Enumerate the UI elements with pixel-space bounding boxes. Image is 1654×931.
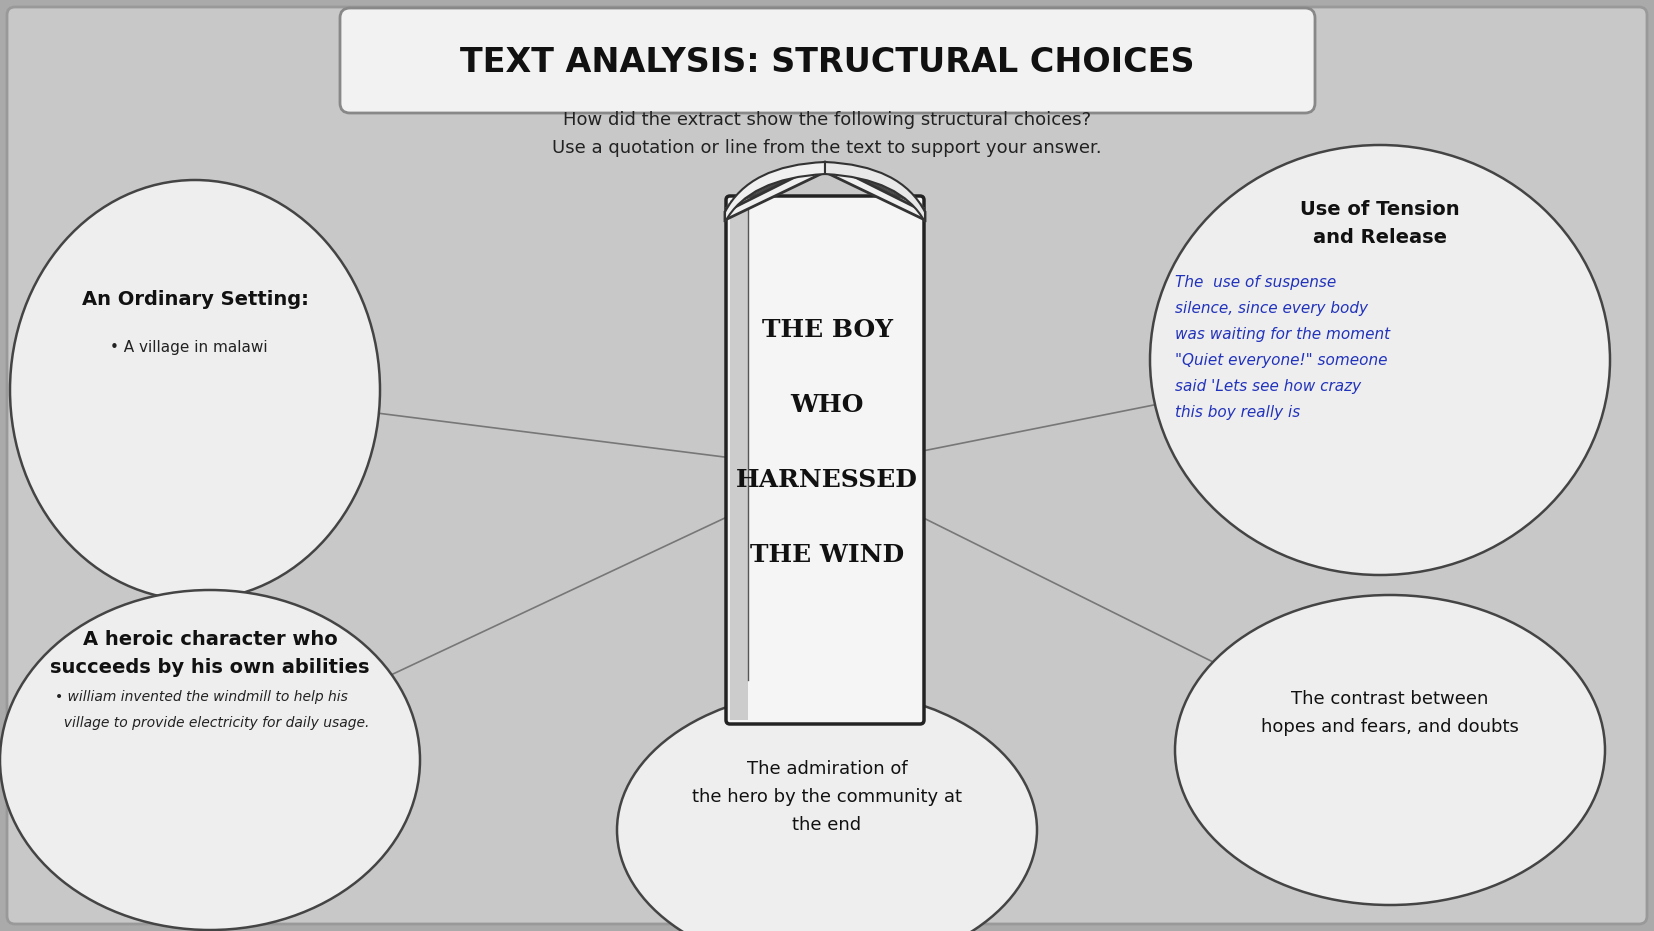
Text: • A village in malawi: • A village in malawi — [111, 340, 268, 355]
Text: • william invented the windmill to help his: • william invented the windmill to help … — [55, 690, 347, 704]
Text: and Release: and Release — [1313, 228, 1447, 247]
Text: A heroic character who: A heroic character who — [83, 630, 337, 649]
Text: hopes and fears, and doubts: hopes and fears, and doubts — [1260, 718, 1518, 736]
Text: the end: the end — [792, 816, 862, 834]
Text: How did the extract show the following structural choices?: How did the extract show the following s… — [562, 111, 1092, 129]
Text: this boy really is: this boy really is — [1174, 405, 1300, 420]
Text: THE WIND: THE WIND — [749, 543, 905, 567]
Text: WHO: WHO — [791, 393, 863, 417]
Ellipse shape — [617, 690, 1037, 931]
Text: the hero by the community at: the hero by the community at — [691, 788, 963, 806]
Text: silence, since every body: silence, since every body — [1174, 301, 1368, 316]
Text: TEXT ANALYSIS: STRUCTURAL CHOICES: TEXT ANALYSIS: STRUCTURAL CHOICES — [460, 46, 1194, 78]
Ellipse shape — [1174, 595, 1604, 905]
FancyBboxPatch shape — [729, 200, 748, 720]
Text: The  use of suspense: The use of suspense — [1174, 275, 1336, 290]
Text: Use a quotation or line from the text to support your answer.: Use a quotation or line from the text to… — [552, 139, 1102, 157]
Ellipse shape — [0, 590, 420, 930]
Text: Use of Tension: Use of Tension — [1300, 200, 1460, 219]
Text: HARNESSED: HARNESSED — [736, 468, 918, 492]
Text: The contrast between: The contrast between — [1292, 690, 1489, 708]
Text: The admiration of: The admiration of — [746, 760, 908, 778]
PathPatch shape — [724, 162, 825, 222]
Text: was waiting for the moment: was waiting for the moment — [1174, 327, 1389, 342]
Text: THE BOY: THE BOY — [761, 318, 893, 342]
Text: said 'Lets see how crazy: said 'Lets see how crazy — [1174, 379, 1361, 394]
Text: "Quiet everyone!" someone: "Quiet everyone!" someone — [1174, 353, 1388, 368]
FancyBboxPatch shape — [726, 196, 925, 724]
FancyBboxPatch shape — [341, 8, 1315, 113]
Polygon shape — [724, 162, 925, 220]
Ellipse shape — [10, 180, 380, 600]
Text: An Ordinary Setting:: An Ordinary Setting: — [81, 290, 308, 309]
Text: succeeds by his own abilities: succeeds by his own abilities — [50, 658, 370, 677]
Ellipse shape — [1150, 145, 1609, 575]
FancyBboxPatch shape — [7, 7, 1647, 924]
PathPatch shape — [825, 162, 925, 222]
Text: village to provide electricity for daily usage.: village to provide electricity for daily… — [55, 716, 369, 730]
